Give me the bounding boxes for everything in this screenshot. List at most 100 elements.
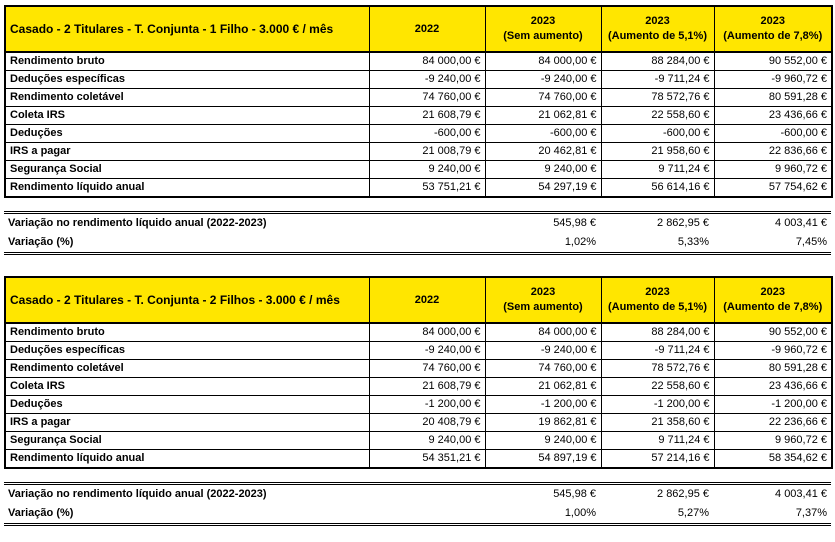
variation-value: 4 003,41 € <box>775 488 828 500</box>
table-row: Rendimento bruto 84 000,00 €84 000,00 €88… <box>4 322 833 342</box>
table-row: Coleta IRS 21 608,79 €21 062,81 €22 558,6… <box>4 377 833 396</box>
row-label: IRS a pagar <box>4 142 370 161</box>
variation-value: 5,33% <box>677 236 710 248</box>
cell-value: 23 436,66 € <box>713 106 833 125</box>
cell-value: 57 214,16 € <box>600 449 715 469</box>
cell-value: 9 240,00 € <box>484 160 602 179</box>
cell-value: -9 711,24 € <box>600 341 715 360</box>
table-row: IRS a pagar 21 008,79 €20 462,81 €21 958,… <box>4 142 833 161</box>
column-header: 2023 (Aumento de 5,1%) <box>600 5 715 53</box>
variation-table: Variação no rendimento líquido anual (20… <box>4 211 832 255</box>
cell-value: 74 760,00 € <box>368 359 486 378</box>
variation-label: Variação (%) <box>8 236 74 248</box>
cell-value: 9 711,24 € <box>600 431 715 450</box>
cell-value: -9 711,24 € <box>600 70 715 89</box>
table-row: Rendimento líquido anual 54 351,21 €54 89… <box>4 449 833 469</box>
row-label: Rendimento bruto <box>4 51 370 71</box>
row-label: Deduções <box>4 395 370 414</box>
table-title: Casado - 2 Titulares - T. Conjunta - 2 F… <box>4 276 370 324</box>
row-label: Deduções específicas <box>4 341 370 360</box>
table-row: Deduções -600,00 € -600,00 € -600,00 € -600,… <box>4 124 833 143</box>
table-row: Rendimento coletável 74 760,00 €74 760,00… <box>4 88 833 107</box>
table-row: Segurança Social 9 240,00 €9 240,00 €9 71… <box>4 160 833 179</box>
row-label: Rendimento bruto <box>4 322 370 342</box>
cell-value: -600,00 € <box>368 124 486 143</box>
table-row: Deduções específicas -9 240,00 € -9 240,00… <box>4 341 833 360</box>
table-row: Rendimento líquido anual 53 751,21 €54 29… <box>4 178 833 198</box>
cell-value: 84 000,00 € <box>484 322 602 342</box>
cell-value: 80 591,28 € <box>713 359 833 378</box>
cell-value: 22 558,60 € <box>600 106 715 125</box>
tax-table: Casado - 2 Titulares - T. Conjunta - 2 F… <box>4 276 833 469</box>
row-label: Segurança Social <box>4 160 370 179</box>
cell-value: 90 552,00 € <box>713 322 833 342</box>
cell-value: 23 436,66 € <box>713 377 833 396</box>
cell-value: 21 608,79 € <box>368 106 486 125</box>
cell-value: 84 000,00 € <box>368 322 486 342</box>
cell-value: 21 062,81 € <box>484 106 602 125</box>
row-label: Rendimento líquido anual <box>4 178 370 198</box>
variation-value: 5,27% <box>677 507 710 519</box>
cell-value: -1 200,00 € <box>368 395 486 414</box>
cell-value: 88 284,00 € <box>600 51 715 71</box>
table-row: IRS a pagar 20 408,79 €19 862,81 €21 358,… <box>4 413 833 432</box>
cell-value: 57 754,62 € <box>713 178 833 198</box>
row-label: Deduções específicas <box>4 70 370 89</box>
row-label: Coleta IRS <box>4 377 370 396</box>
cell-value: 9 240,00 € <box>484 431 602 450</box>
column-header: 2023 (Aumento de 7,8%) <box>713 276 833 324</box>
variation-value: 4 003,41 € <box>775 217 828 229</box>
cell-value: 9 960,72 € <box>713 160 833 179</box>
tax-table: Casado - 2 Titulares - T. Conjunta - 1 F… <box>4 5 833 198</box>
cell-value: -600,00 € <box>713 124 833 143</box>
cell-value: -9 240,00 € <box>484 70 602 89</box>
variation-row: Variação (%) 1,02% 5,33% 7,45% <box>4 233 831 254</box>
cell-value: 54 297,19 € <box>484 178 602 198</box>
row-label: IRS a pagar <box>4 413 370 432</box>
cell-value: -1 200,00 € <box>600 395 715 414</box>
cell-value: 90 552,00 € <box>713 51 833 71</box>
row-label: Segurança Social <box>4 431 370 450</box>
cell-value: 22 558,60 € <box>600 377 715 396</box>
cell-value: 88 284,00 € <box>600 322 715 342</box>
column-header: 2023 (Sem aumento) <box>484 276 602 324</box>
cell-value: 74 760,00 € <box>484 88 602 107</box>
row-label: Rendimento coletável <box>4 359 370 378</box>
column-header: 2022 <box>368 276 486 324</box>
variation-value: 545,98 € <box>553 217 597 229</box>
variation-value: 545,98 € <box>553 488 597 500</box>
cell-value: 22 236,66 € <box>713 413 833 432</box>
table-row: Deduções específicas -9 240,00 € -9 240,00… <box>4 70 833 89</box>
variation-label: Variação no rendimento líquido anual (20… <box>8 217 267 229</box>
table-title: Casado - 2 Titulares - T. Conjunta - 1 F… <box>4 5 370 53</box>
variation-value: 1,02% <box>564 236 597 248</box>
cell-value: 21 358,60 € <box>600 413 715 432</box>
cell-value: -9 240,00 € <box>484 341 602 360</box>
cell-value: 19 862,81 € <box>484 413 602 432</box>
cell-value: -9 960,72 € <box>713 341 833 360</box>
column-header: 2023 (Aumento de 5,1%) <box>600 276 715 324</box>
cell-value: 20 462,81 € <box>484 142 602 161</box>
table-row: Rendimento coletável 74 760,00 €74 760,00… <box>4 359 833 378</box>
variation-label: Variação no rendimento líquido anual (20… <box>8 488 267 500</box>
cell-value: 9 711,24 € <box>600 160 715 179</box>
cell-value: 21 008,79 € <box>368 142 486 161</box>
tax-table-block: Casado - 2 Titulares - T. Conjunta - 1 F… <box>4 5 833 255</box>
cell-value: 20 408,79 € <box>368 413 486 432</box>
variation-value: 7,37% <box>795 507 828 519</box>
variation-value: 7,45% <box>795 236 828 248</box>
table-row: Segurança Social 9 240,00 €9 240,00 €9 71… <box>4 431 833 450</box>
table-row: Deduções -1 200,00 € -1 200,00 € -1 200,00 … <box>4 395 833 414</box>
cell-value: -1 200,00 € <box>484 395 602 414</box>
cell-value: 9 240,00 € <box>368 431 486 450</box>
cell-value: 84 000,00 € <box>368 51 486 71</box>
cell-value: -600,00 € <box>600 124 715 143</box>
cell-value: -9 240,00 € <box>368 341 486 360</box>
cell-value: 21 062,81 € <box>484 377 602 396</box>
tax-table-block: Casado - 2 Titulares - T. Conjunta - 2 F… <box>4 276 833 526</box>
cell-value: 84 000,00 € <box>484 51 602 71</box>
header-row: Casado - 2 Titulares - T. Conjunta - 2 F… <box>4 276 833 324</box>
variation-value: 1,00% <box>564 507 597 519</box>
variation-row: Variação no rendimento líquido anual (20… <box>4 213 831 234</box>
row-label: Rendimento líquido anual <box>4 449 370 469</box>
